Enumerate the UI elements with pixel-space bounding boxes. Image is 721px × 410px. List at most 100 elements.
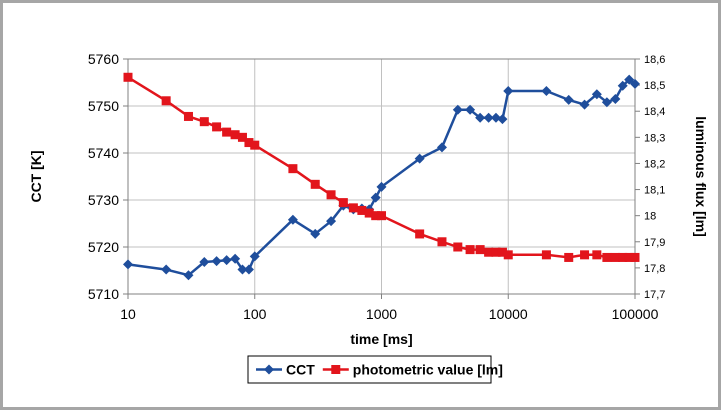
flux-point [453,242,463,252]
x-axis-title: time [ms] [350,331,412,347]
flux-point [377,211,386,221]
flux-point [484,247,494,257]
cct-point [591,89,602,100]
cct-point [563,94,574,105]
cct-point [601,97,612,108]
flux-point [602,252,612,262]
flux-point [630,252,640,262]
x-tick-label: 100000 [612,306,659,322]
flux-point [161,96,171,106]
legend-marker-square [331,365,341,374]
y-tick-right-label: 18,4 [644,106,665,118]
flux-point [338,198,348,208]
cct-point [483,112,494,123]
cct-point [183,270,194,281]
cct-point [497,114,508,125]
legend-label: photometric value [lm] [353,362,503,378]
y-axis-left-title: CCT [K] [28,150,44,202]
y-tick-right-label: 18,3 [644,132,665,144]
y-tick-right-label: 18,1 [644,185,665,197]
flux-point [580,250,590,260]
y-axis-right-title: luminous flux [lm] [693,116,709,237]
cct-point [465,104,476,115]
cct-point [230,253,241,264]
cct-point [503,85,514,96]
flux-point [199,117,209,127]
flux-point [610,252,620,262]
y-tick-left-label: 5710 [88,286,119,302]
flux-point [123,72,133,82]
flux-point [618,252,628,262]
cct-point [123,259,133,270]
y-tick-left-label: 5720 [88,239,119,255]
y-tick-right-label: 17,8 [644,263,665,275]
y-tick-right-label: 18,6 [644,54,665,66]
flux-point [310,179,320,189]
y-tick-left-label: 5730 [88,192,119,208]
cct-point [436,142,447,153]
flux-point [564,252,574,262]
y-tick-left-label: 5740 [88,145,119,161]
y-tick-right-label: 18,2 [644,158,665,170]
cct-point [452,104,463,115]
cct-point [376,181,387,192]
cct-point [624,74,635,85]
cct-point [414,153,425,164]
cct-point [617,80,628,91]
cct-point [490,112,501,123]
cct-point [579,99,590,110]
legend-box [247,355,492,384]
flux-point [250,140,260,150]
x-tick-label: 10 [120,306,136,322]
flux-point [183,111,193,121]
chart-canvas: 5710 5720 5730 5740 5750 5760 17,7 17,8 17,9 18 18… [28,51,709,384]
x-tick-label: 100 [243,306,267,322]
cct-point [326,216,337,227]
legend-item-0: CCT [256,362,315,378]
flux-point [212,122,222,132]
cct-point [370,192,381,203]
flux-point [326,190,336,200]
flux-point [244,138,254,148]
cct-point [630,78,640,89]
legend-item-1: photometric value [lm] [322,362,503,378]
flux-point [230,130,240,140]
legend-label: CCT [286,362,315,378]
flux-point [222,127,232,137]
flux-point [541,250,551,260]
cct-point [287,214,298,225]
flux-point [475,245,485,255]
cct-point [211,256,222,267]
y-tick-right-label: 18 [644,211,656,223]
flux-point [415,229,425,239]
cct-point [475,112,486,123]
legend: CCT photometric value [lm] [247,355,503,384]
x-tick-label: 10000 [489,306,528,322]
flux-point [348,203,358,213]
y-tick-left-label: 5760 [88,51,119,67]
flux-point [497,247,507,257]
cct-point [161,264,172,275]
y-tick-right-label: 17,9 [644,237,665,249]
y-tick-right-label: 17,7 [644,289,665,301]
flux-point [357,205,367,215]
y-tick-right-label: 18,5 [644,80,665,92]
series-layer [123,72,640,281]
flux-point [364,208,374,218]
flux-point [624,252,634,262]
flux-point [503,250,513,260]
y-tick-left-label: 5750 [88,98,119,114]
cct-point [310,228,321,239]
flux-point [371,211,381,221]
cct-point [221,255,232,266]
cct-point [249,251,260,262]
cct-point [243,264,254,275]
flux-point [465,245,475,255]
cct-point [541,85,552,96]
x-tick-label: 1000 [366,306,397,322]
axis-ticks: 5710 5720 5730 5740 5750 5760 17,7 17,8 17,9 18 18… [88,51,666,322]
flux-point [437,237,447,247]
flux-point [237,132,247,142]
cct-point [610,93,621,104]
